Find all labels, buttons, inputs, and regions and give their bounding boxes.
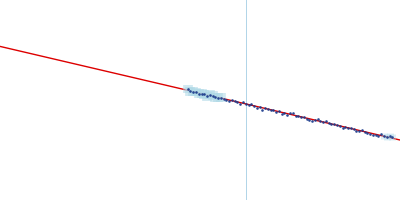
Point [270,108,277,111]
Point [353,130,360,133]
Point [309,119,315,122]
Point [184,87,191,91]
Point [278,112,285,116]
Point [290,112,296,115]
Point [204,95,210,98]
Point [240,100,246,104]
Point [314,117,321,121]
Point [265,108,271,111]
Point [378,133,384,136]
Point [375,134,382,138]
Point [212,96,218,99]
Point [198,92,205,95]
Point [301,115,307,119]
Point [190,90,196,93]
Point [303,117,310,120]
Point [248,102,254,105]
Point [298,115,304,119]
Point [292,114,299,117]
Point [384,135,390,138]
Point [196,92,202,95]
Point [245,103,252,106]
Point [350,128,357,131]
Point [328,122,335,125]
Point [251,104,257,107]
Point [237,102,244,105]
Point [209,94,216,97]
Point [334,124,340,127]
Point [273,111,279,114]
Point [254,106,260,109]
Point [326,122,332,125]
Point [234,100,241,103]
Point [229,99,235,102]
Point [262,106,268,109]
Point [193,90,199,94]
Point [207,93,213,96]
Point [268,109,274,112]
Point [364,131,371,135]
Point [331,123,338,126]
Point [386,135,393,138]
Point [348,126,354,129]
Point [356,129,362,132]
Point [367,132,373,136]
Point [201,93,208,96]
Point [312,118,318,121]
Point [320,121,326,124]
Point [276,110,282,113]
Point [287,111,293,115]
Point [232,100,238,103]
Point [256,106,263,109]
Point [336,125,343,128]
Point [306,119,312,122]
Point [218,96,224,99]
Point [370,133,376,136]
Point [295,114,302,117]
Point [284,113,290,116]
Point [342,125,348,128]
Point [259,108,266,111]
Point [389,135,396,139]
Point [359,128,365,131]
Point [223,98,230,101]
Point [339,126,346,129]
Point [317,120,324,123]
Point [226,100,232,103]
Point [372,133,379,136]
Point [187,90,194,93]
Point [323,120,329,123]
Point [215,96,221,99]
Point [242,102,249,105]
Point [345,126,351,130]
Point [381,135,387,138]
Point [281,112,288,115]
Point [220,97,227,101]
Point [362,130,368,134]
